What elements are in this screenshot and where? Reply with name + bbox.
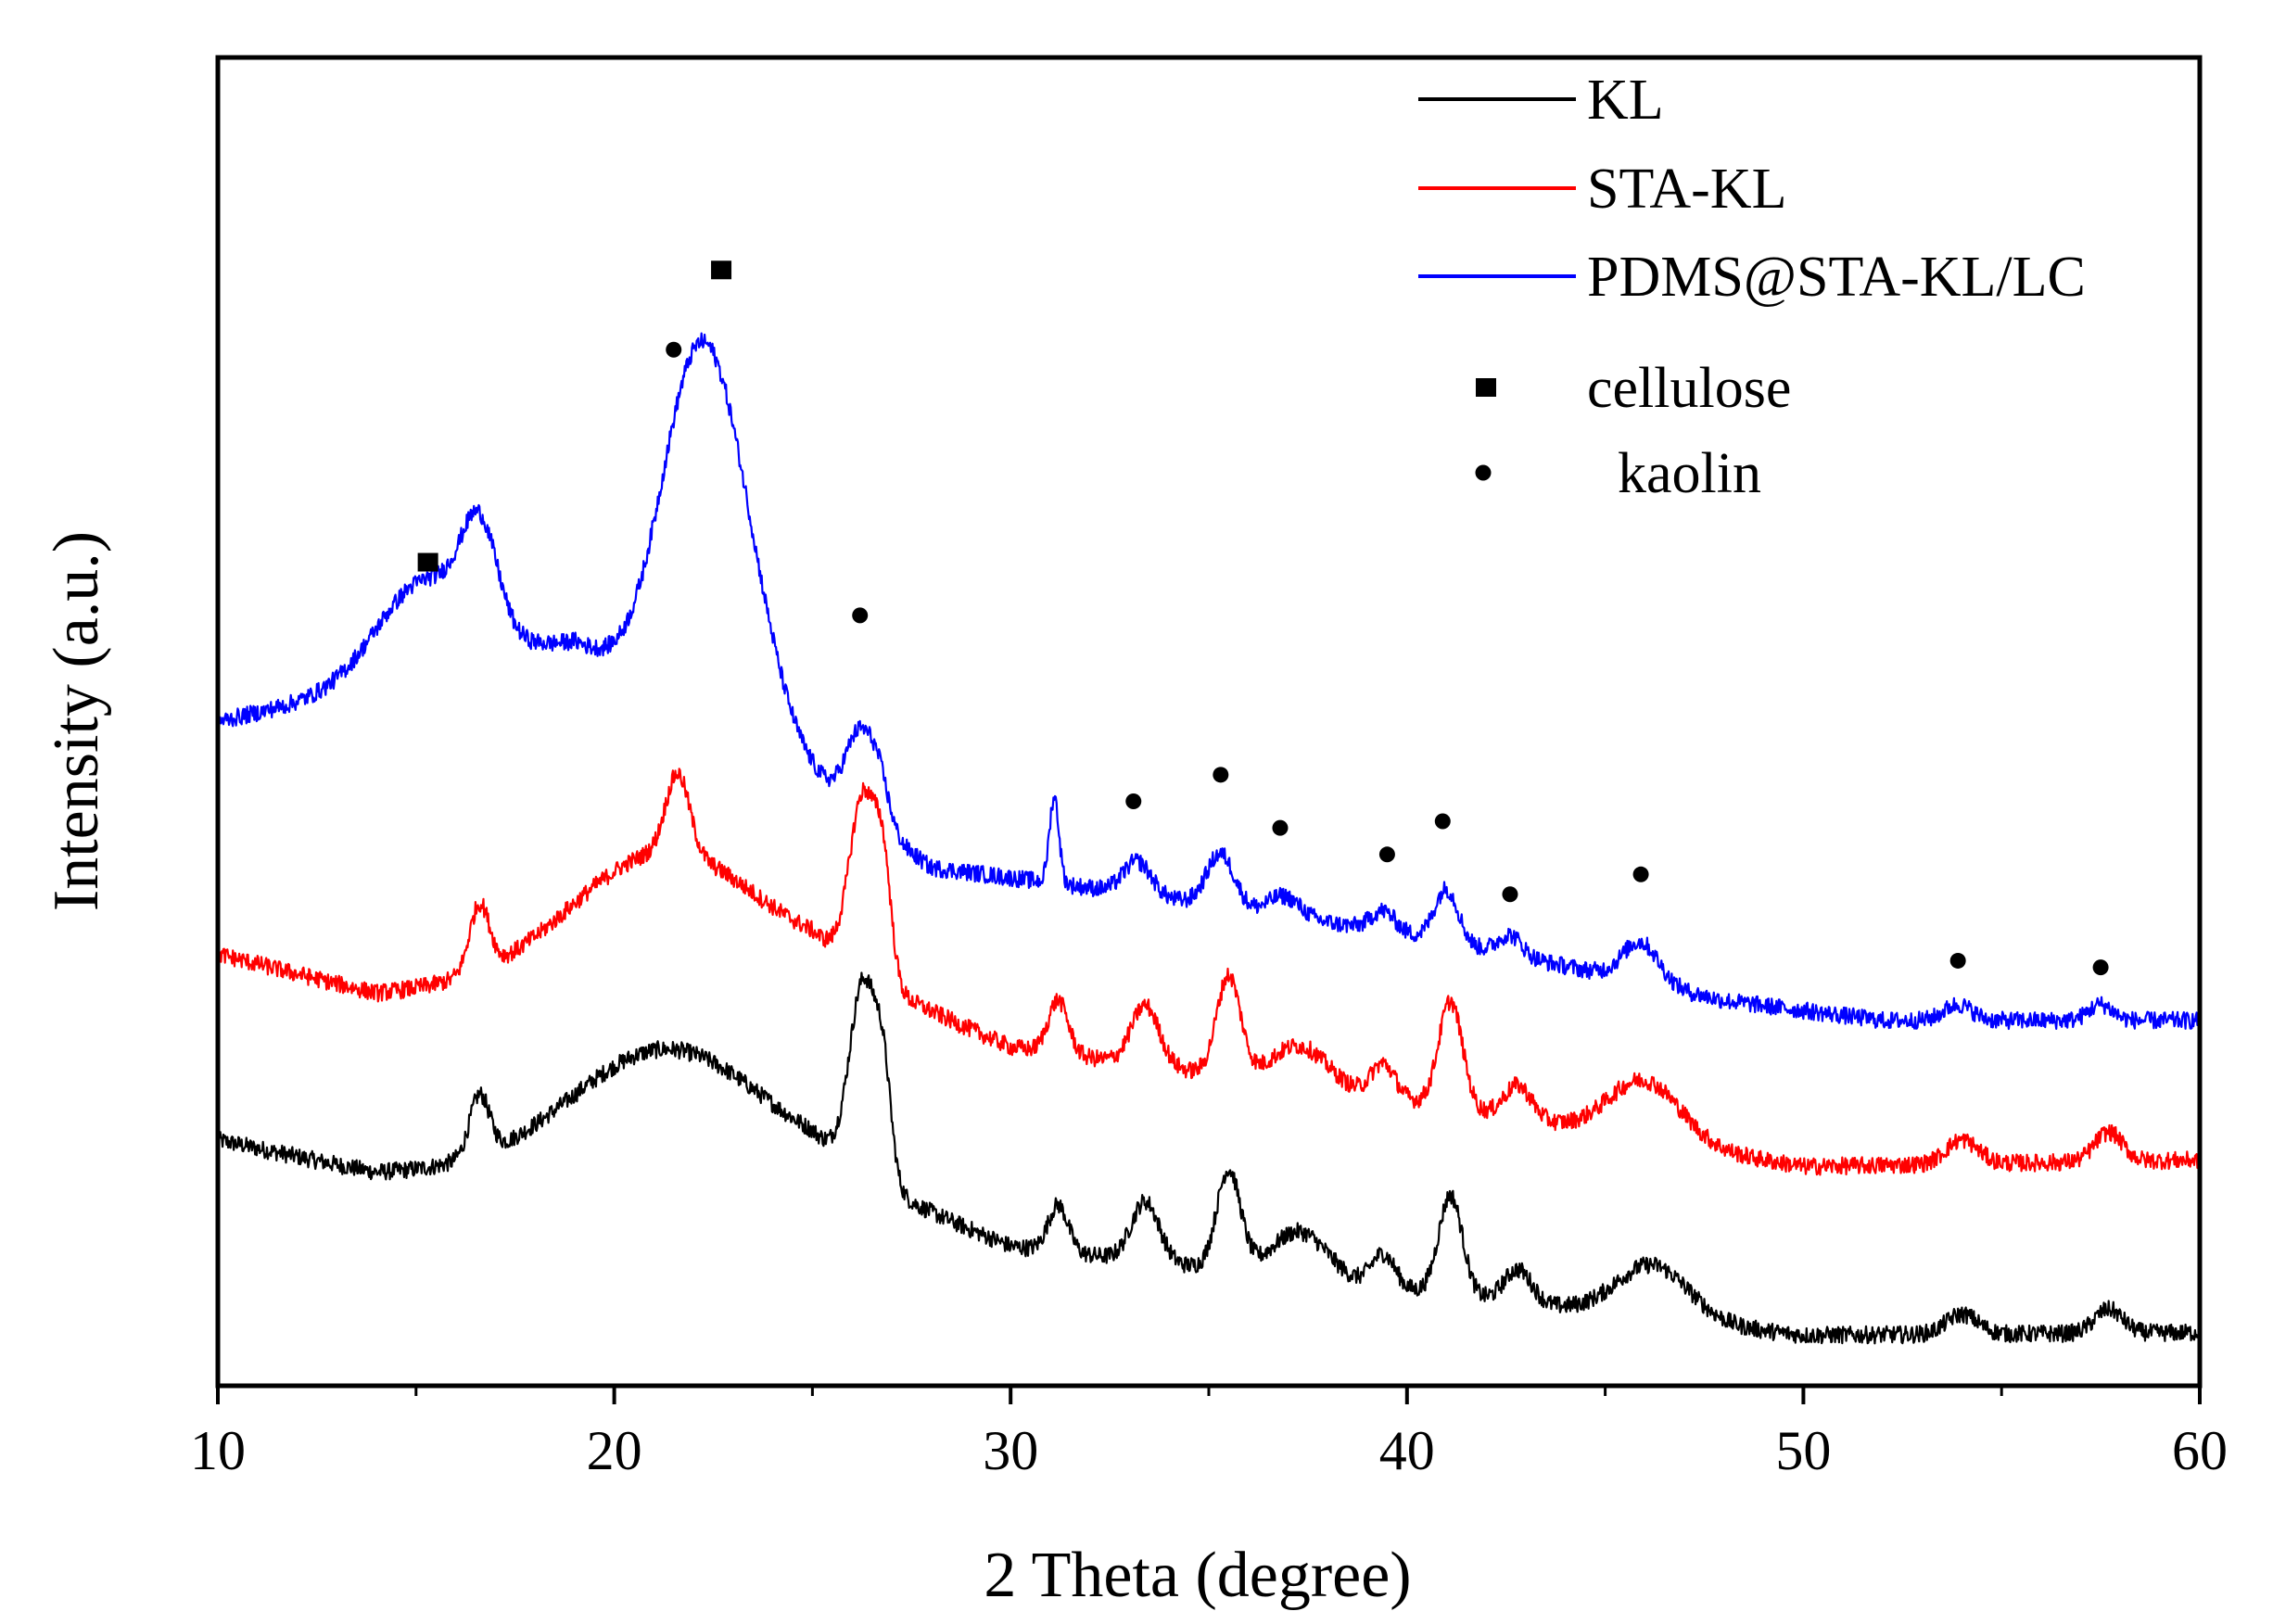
x-tick-label: 50 [1775, 1420, 1831, 1481]
kaolin-marker [1213, 767, 1229, 783]
legend-cellulose-symbol [1476, 378, 1496, 397]
kaolin-marker [1502, 886, 1518, 903]
y-axis-title: Intensity (a.u.) [41, 531, 112, 911]
x-tick-label: 10 [190, 1420, 246, 1481]
x-axis-ticks: 10 20 30 40 50 60 [190, 1386, 2228, 1481]
x-tick-label: 30 [983, 1420, 1038, 1481]
kaolin-marker [1632, 866, 1649, 882]
x-axis-title: 2 Theta (degree) [984, 1540, 1411, 1611]
x-tick-label: 60 [2172, 1420, 2228, 1481]
x-tick-label: 20 [587, 1420, 642, 1481]
legend-kaolin-symbol [1475, 464, 1492, 481]
series-line-pdms-sta-kl-lc [216, 332, 2202, 1031]
cellulose-marker [417, 552, 438, 572]
kaolin-marker [1378, 846, 1395, 863]
legend-symbol-label: cellulose [1587, 357, 1791, 420]
x-tick-label: 40 [1379, 1420, 1435, 1481]
series-line-sta-kl [216, 768, 2202, 1176]
legend-line-label: KL [1587, 69, 1664, 132]
series-line-kl [216, 971, 2202, 1345]
legend-symbol-label: kaolin [1618, 442, 1761, 505]
kaolin-marker [1272, 819, 1289, 836]
kaolin-marker [2092, 959, 2109, 976]
kaolin-marker [1125, 793, 1142, 809]
kaolin-marker [1434, 813, 1451, 830]
series-layer [216, 332, 2202, 1345]
legend-line-label: PDMS@STA-KL/LC [1587, 246, 2086, 309]
kaolin-marker [1949, 952, 1966, 969]
marker-layer [417, 260, 2109, 976]
legend-line-label: STA-KL [1587, 158, 1786, 221]
cellulose-marker [711, 260, 732, 280]
kaolin-marker [852, 607, 869, 624]
kaolin-marker [666, 341, 682, 358]
legend: KL STA-KL PDMS@STA-KL/LC cellulose kaolin [1418, 69, 2086, 505]
